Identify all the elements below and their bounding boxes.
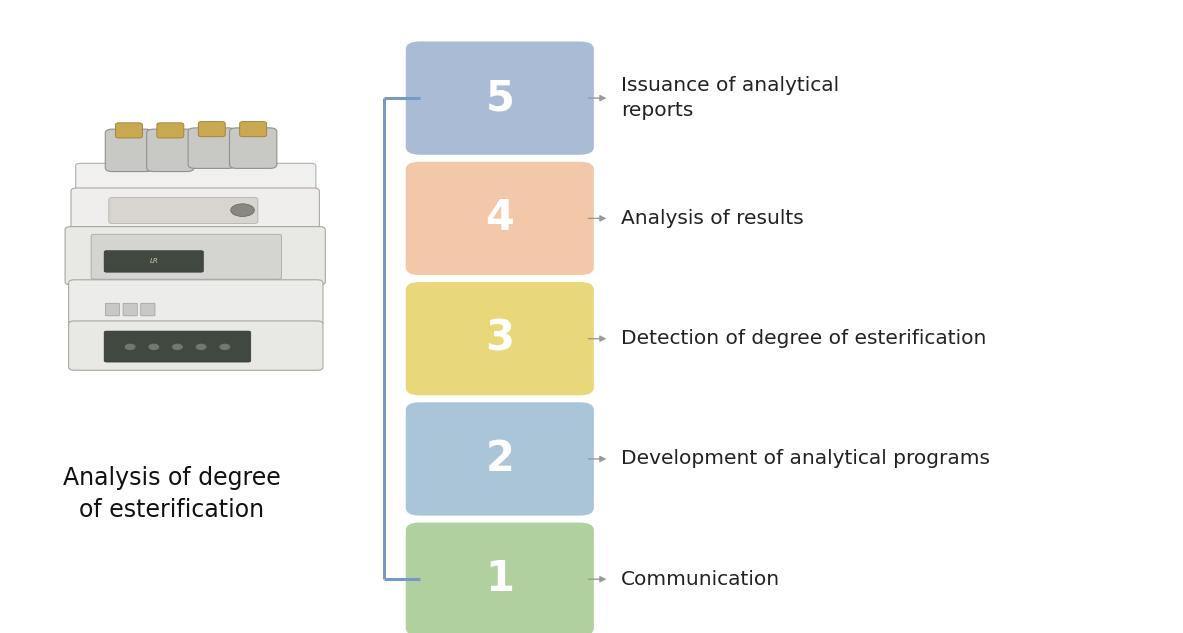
Circle shape [231,204,254,216]
FancyBboxPatch shape [230,128,277,168]
FancyBboxPatch shape [69,321,323,370]
FancyBboxPatch shape [199,122,225,137]
Text: 5: 5 [485,77,515,119]
FancyBboxPatch shape [123,303,137,316]
FancyBboxPatch shape [109,197,258,223]
Circle shape [196,344,206,349]
FancyBboxPatch shape [188,128,235,168]
FancyBboxPatch shape [104,251,203,272]
FancyBboxPatch shape [105,129,153,172]
FancyBboxPatch shape [116,123,142,138]
FancyBboxPatch shape [76,163,316,192]
Text: Communication: Communication [621,570,781,589]
FancyBboxPatch shape [141,303,155,316]
FancyBboxPatch shape [240,122,266,137]
Text: Analysis of results: Analysis of results [621,209,803,228]
FancyBboxPatch shape [157,123,183,138]
Text: 1: 1 [485,558,515,600]
Circle shape [125,344,135,349]
FancyBboxPatch shape [105,303,119,316]
Text: 2: 2 [485,438,515,480]
Text: LR: LR [149,258,159,265]
FancyBboxPatch shape [91,234,282,279]
FancyBboxPatch shape [147,129,194,172]
FancyBboxPatch shape [104,331,251,362]
Text: Detection of degree of esterification: Detection of degree of esterification [621,329,987,348]
Text: 3: 3 [485,318,515,360]
Text: Issuance of analytical
reports: Issuance of analytical reports [621,76,839,120]
FancyBboxPatch shape [69,280,323,326]
Circle shape [149,344,159,349]
Circle shape [173,344,182,349]
Text: Development of analytical programs: Development of analytical programs [621,449,990,468]
FancyBboxPatch shape [71,188,319,231]
FancyBboxPatch shape [65,227,325,285]
Circle shape [220,344,230,349]
FancyBboxPatch shape [406,523,594,633]
FancyBboxPatch shape [406,282,594,395]
FancyBboxPatch shape [406,42,594,155]
Text: Analysis of degree
of esterification: Analysis of degree of esterification [63,466,280,522]
FancyBboxPatch shape [406,403,594,515]
Text: 4: 4 [485,197,515,239]
FancyBboxPatch shape [406,162,594,275]
